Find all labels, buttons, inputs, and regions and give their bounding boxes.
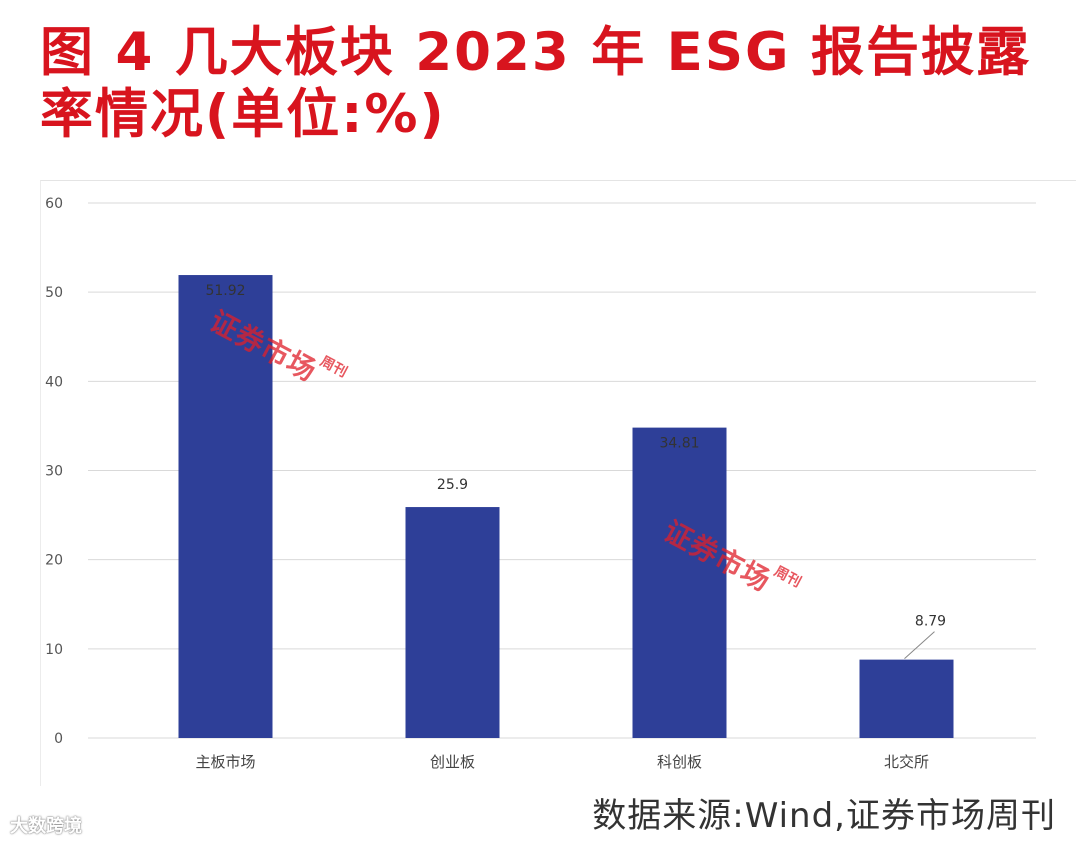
- y-tick-label: 20: [45, 553, 63, 569]
- corner-logo: 大数跨境: [10, 816, 82, 837]
- chart-area: 0 10 20 30 40 50 60 主板市场 51.92 创业板 25.9 科创板 34.81 北交所…: [40, 180, 1076, 786]
- y-tick-label: 10: [45, 642, 63, 658]
- bar: [178, 275, 273, 738]
- x-tick-label: 主板市场: [195, 753, 255, 771]
- y-tick-label: 0: [54, 731, 63, 747]
- y-tick-label: 40: [45, 374, 63, 390]
- y-tick-label: 50: [45, 285, 63, 301]
- bar-chart: 0 10 20 30 40 50 60 主板市场 51.92 创业板 25.9 科创板 34.81 北交所…: [45, 196, 1036, 771]
- bar: [859, 659, 954, 738]
- data-label: 34.81: [659, 436, 699, 452]
- data-label-leader: [904, 631, 935, 659]
- page-title: 图 4 几大板块 2023 年 ESG 报告披露率情况(单位:%): [40, 22, 1031, 145]
- data-label: 8.79: [915, 614, 946, 630]
- source-note: 数据来源:Wind,证券市场周刊: [592, 796, 1056, 836]
- x-tick-label: 创业板: [430, 753, 475, 771]
- x-tick-label: 北交所: [884, 753, 929, 771]
- y-tick-label: 30: [45, 464, 63, 480]
- x-tick-label: 科创板: [657, 753, 702, 771]
- bar: [632, 427, 727, 738]
- data-label: 25.9: [437, 477, 468, 493]
- y-tick-label: 60: [45, 196, 63, 212]
- bar: [405, 507, 500, 738]
- data-label: 51.92: [205, 283, 245, 299]
